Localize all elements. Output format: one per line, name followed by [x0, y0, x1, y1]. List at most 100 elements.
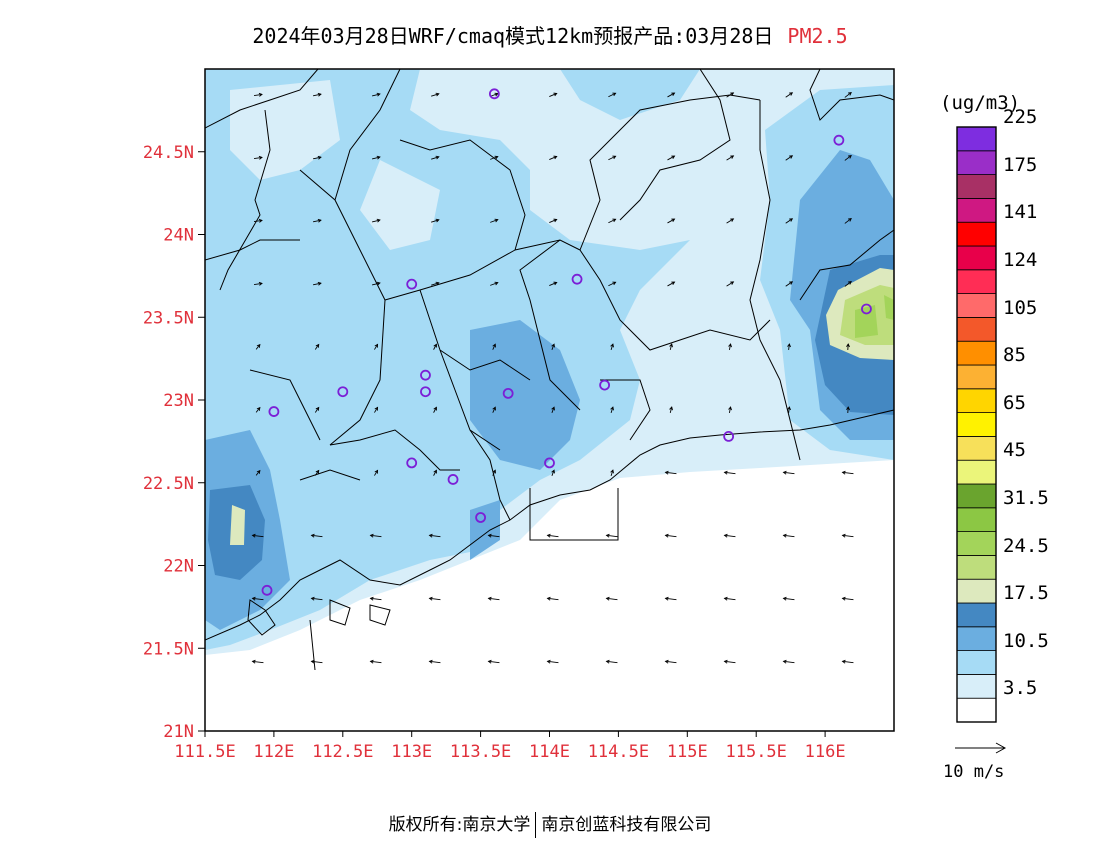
colorbar-label: 141	[1003, 201, 1038, 224]
wind-arrow	[726, 155, 735, 161]
pm25-band-10-17-north	[230, 80, 440, 250]
lon-tick-label: 114.5E	[588, 742, 649, 762]
colorbar-swatch	[956, 150, 997, 176]
wind-arrow	[546, 659, 559, 664]
lon-tick-label: 115.5E	[725, 742, 786, 762]
wind-scale-label: 10 m/s	[943, 762, 1005, 782]
colorbar-swatch	[956, 483, 997, 509]
wind-arrow	[251, 533, 264, 538]
wind-arrow	[551, 469, 555, 476]
colorbar-swatch	[956, 578, 997, 604]
wind-arrow	[841, 659, 854, 664]
footer-separator	[535, 812, 537, 838]
wind-arrow	[374, 406, 379, 413]
pm25-band-31-45	[855, 295, 894, 338]
wind-arrow	[251, 659, 264, 664]
wind-arrow	[669, 406, 673, 414]
wind-arrow	[723, 596, 736, 601]
wind-arrow	[610, 343, 614, 350]
wind-arrow	[251, 596, 264, 601]
wind-arrow	[492, 469, 496, 476]
wind-arrow	[608, 218, 617, 224]
wind-arrow	[726, 218, 735, 224]
pm25-band-10-17-mid	[205, 150, 894, 630]
wind-arrow	[492, 343, 496, 350]
wind-arrow	[667, 218, 676, 224]
wind-arrow	[608, 92, 617, 98]
wind-arrow	[664, 533, 677, 538]
wind-arrow	[433, 406, 437, 413]
wind-arrow	[844, 92, 852, 98]
colorbar-swatch	[956, 269, 997, 294]
lon-tick-label: 111.5E	[174, 742, 235, 762]
copyright-left: 版权所有:南京大学	[388, 815, 531, 835]
lon-tick-label: 114E	[529, 742, 570, 762]
wind-arrow	[605, 533, 618, 538]
wind-arrow	[312, 155, 322, 160]
wind-arrow	[253, 281, 263, 286]
wind-arrow	[551, 406, 555, 413]
wind-arrow	[846, 343, 850, 351]
station-marker	[406, 278, 418, 290]
copyright-right: 南京创蓝科技有限公司	[541, 815, 712, 835]
wind-arrow	[782, 533, 795, 538]
colorbar-label: 225	[1003, 106, 1038, 129]
lat-tick-label: 22.5N	[143, 474, 194, 494]
wind-arrow	[492, 406, 496, 413]
station-marker	[861, 303, 872, 315]
wind-arrow	[723, 470, 736, 475]
station-marker	[488, 88, 500, 100]
wind-arrow	[785, 281, 794, 287]
wind-arrow	[490, 92, 499, 97]
wind-arrow	[549, 218, 558, 223]
province-boundaries	[205, 69, 894, 521]
wind-arrow	[310, 659, 323, 664]
wind-arrow	[374, 469, 379, 476]
colorbar-swatch	[956, 245, 997, 271]
wind-arrow	[369, 533, 382, 538]
colorbar-label: 17.5	[1003, 582, 1049, 605]
wind-arrow	[669, 343, 673, 351]
colorbar-label: 10.5	[1003, 629, 1049, 652]
wind-arrow	[549, 281, 558, 286]
colorbar-swatch	[956, 316, 997, 342]
station-marker	[268, 406, 280, 417]
wind-arrow	[846, 406, 850, 414]
station-marker	[337, 386, 349, 398]
wind-arrow	[369, 596, 382, 601]
latitude-axis: 21N 21.5N 22N 22.5N 23N 23.5N 24N 24.5N	[143, 143, 205, 742]
wind-arrow	[667, 155, 676, 161]
wind-arrow	[428, 533, 441, 538]
colorbar-swatch	[956, 531, 997, 556]
colorbar-swatch	[956, 555, 997, 580]
colorbar-swatch	[956, 197, 997, 223]
wind-vectors	[251, 92, 854, 664]
wind-arrow	[431, 281, 440, 286]
wind-arrow	[314, 343, 320, 350]
station-marker	[420, 386, 431, 398]
colorbar-swatch	[956, 388, 997, 413]
wind-arrow	[310, 533, 323, 538]
colorbar-label: 124	[1003, 248, 1038, 271]
wind-arrow	[312, 281, 322, 286]
wind-arrow	[372, 281, 381, 286]
wind-arrow	[255, 343, 261, 350]
colorbar-swatch	[956, 364, 997, 390]
lon-tick-label: 116E	[805, 742, 846, 762]
wind-arrow	[255, 406, 261, 413]
wind-arrow	[369, 659, 382, 664]
wind-arrow	[841, 533, 854, 538]
wind-arrow	[844, 155, 852, 161]
wind-arrow	[664, 659, 677, 664]
station-marker	[723, 431, 735, 442]
colorbar-label: 65	[1003, 391, 1026, 414]
wind-arrow	[428, 596, 441, 601]
wind-arrow	[487, 596, 500, 601]
wind-arrow	[785, 155, 794, 161]
wind-arrow	[433, 343, 437, 350]
colorbar	[956, 126, 997, 723]
wind-arrow	[490, 281, 499, 286]
wind-arrow	[841, 470, 854, 475]
wind-arrow	[723, 533, 736, 538]
